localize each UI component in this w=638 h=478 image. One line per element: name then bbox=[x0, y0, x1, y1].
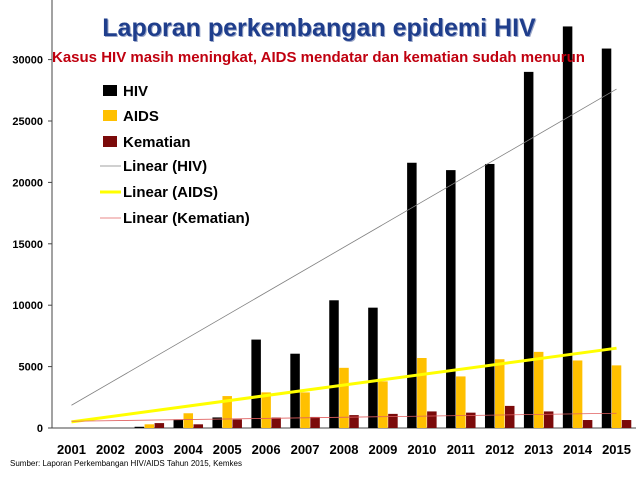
y-tick-label: 20000 bbox=[12, 177, 43, 189]
bar-aids bbox=[339, 367, 349, 428]
chart-legend: HIV AIDS Kematian Linear (HIV) Linear (AIDS)… bbox=[100, 83, 250, 227]
bar-aids bbox=[456, 376, 466, 428]
bar-hiv bbox=[173, 419, 184, 428]
bar-kematian bbox=[193, 424, 204, 428]
x-tick-label: 2004 bbox=[174, 442, 204, 457]
bar-hiv bbox=[134, 426, 145, 428]
bar-kematian bbox=[154, 423, 165, 428]
legend-label: Linear (AIDS) bbox=[123, 184, 218, 201]
bar-aids bbox=[144, 424, 155, 428]
bar-aids bbox=[261, 392, 271, 428]
source-note: Sumber: Laporan Perkembangan HIV/AIDS Ta… bbox=[10, 459, 242, 468]
legend-label: HIV bbox=[123, 83, 148, 100]
legend-label: Linear (Kematian) bbox=[123, 210, 250, 227]
bar-kematian bbox=[271, 417, 281, 428]
bar-hiv bbox=[446, 170, 456, 428]
chart-subtitle: Kasus HIV masih meningkat, AIDS mendatar… bbox=[52, 49, 585, 66]
legend-label: Kematian bbox=[123, 134, 191, 151]
legend-swatch bbox=[103, 85, 117, 96]
bar-aids bbox=[611, 365, 622, 428]
bar-aids bbox=[183, 413, 194, 428]
x-tick-label: 2001 bbox=[57, 442, 86, 457]
bar-hiv bbox=[251, 339, 261, 428]
bar-hiv bbox=[368, 307, 378, 428]
bar-kematian bbox=[388, 413, 398, 428]
bar-aids bbox=[572, 360, 583, 428]
chart-title: Laporan perkembangan epidemi HIV bbox=[102, 14, 536, 42]
bar-aids bbox=[300, 392, 310, 428]
x-tick-label: 2015 bbox=[602, 442, 631, 457]
x-tick-label: 2006 bbox=[252, 442, 281, 457]
bar-kematian bbox=[582, 420, 593, 428]
x-tick-label: 2003 bbox=[135, 442, 164, 457]
x-tick-label: 2014 bbox=[563, 442, 593, 457]
bar-hiv bbox=[484, 163, 495, 429]
bar-aids bbox=[417, 358, 427, 428]
x-tick-label: 2012 bbox=[485, 442, 514, 457]
x-tick-label: 2007 bbox=[291, 442, 320, 457]
bar-hiv bbox=[601, 48, 612, 428]
bar-aids bbox=[494, 359, 505, 428]
bar-hiv bbox=[407, 162, 417, 428]
bar-kematian bbox=[504, 405, 515, 428]
x-tick-label: 2013 bbox=[524, 442, 553, 457]
y-tick-label: 10000 bbox=[12, 300, 43, 312]
x-tick-label: 2008 bbox=[330, 442, 359, 457]
y-tick-label: 25000 bbox=[12, 116, 43, 128]
bar-kematian bbox=[466, 412, 476, 428]
legend-swatch bbox=[103, 110, 117, 121]
bar-aids bbox=[378, 381, 388, 428]
y-tick-label: 30000 bbox=[12, 55, 43, 67]
bar-aids bbox=[533, 351, 544, 428]
trendline bbox=[71, 88, 617, 406]
x-tick-label: 2009 bbox=[368, 442, 397, 457]
y-tick-label: 15000 bbox=[12, 239, 43, 251]
bar-hiv bbox=[523, 71, 534, 428]
bar-kematian bbox=[621, 420, 632, 428]
x-tick-label: 2010 bbox=[407, 442, 436, 457]
trendline bbox=[71, 346, 617, 424]
bar-kematian bbox=[310, 416, 320, 428]
legend-label: Linear (HIV) bbox=[123, 158, 207, 175]
x-tick-label: 2005 bbox=[213, 442, 242, 457]
bar-hiv bbox=[212, 417, 222, 428]
trendline bbox=[71, 412, 617, 422]
x-tick-label: 2002 bbox=[96, 442, 125, 457]
bar-kematian bbox=[543, 411, 554, 428]
bar-kematian bbox=[232, 419, 242, 428]
plot-area: 0 5000 10000 15000 20000 25000 30000 2001 2002 20… bbox=[12, 0, 636, 457]
y-tick-label: 5000 bbox=[19, 362, 43, 374]
legend-swatch bbox=[103, 136, 117, 147]
y-tick-label: 0 bbox=[37, 423, 43, 435]
bar-kematian bbox=[349, 415, 359, 428]
bar-kematian bbox=[427, 411, 437, 428]
bar-aids bbox=[222, 396, 232, 428]
bar-hiv bbox=[329, 300, 339, 428]
bar-hiv bbox=[562, 26, 573, 428]
x-tick-label: 2011 bbox=[447, 442, 475, 457]
legend-label: AIDS bbox=[123, 108, 159, 125]
